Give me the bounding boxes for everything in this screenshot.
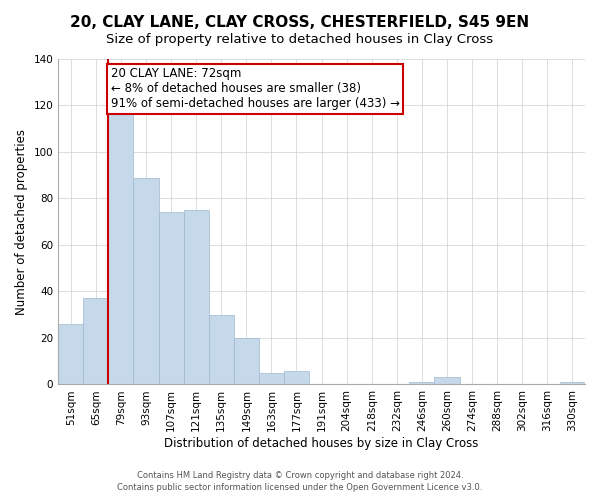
Bar bbox=[234, 338, 259, 384]
Bar bbox=[560, 382, 585, 384]
Text: Contains HM Land Registry data © Crown copyright and database right 2024.
Contai: Contains HM Land Registry data © Crown c… bbox=[118, 471, 482, 492]
Bar bbox=[58, 324, 83, 384]
Bar bbox=[133, 178, 158, 384]
Bar bbox=[259, 373, 284, 384]
X-axis label: Distribution of detached houses by size in Clay Cross: Distribution of detached houses by size … bbox=[164, 437, 479, 450]
Y-axis label: Number of detached properties: Number of detached properties bbox=[15, 128, 28, 314]
Bar bbox=[434, 378, 460, 384]
Text: Size of property relative to detached houses in Clay Cross: Size of property relative to detached ho… bbox=[106, 32, 494, 46]
Bar bbox=[209, 314, 234, 384]
Bar bbox=[83, 298, 109, 384]
Text: 20, CLAY LANE, CLAY CROSS, CHESTERFIELD, S45 9EN: 20, CLAY LANE, CLAY CROSS, CHESTERFIELD,… bbox=[70, 15, 530, 30]
Bar bbox=[284, 370, 309, 384]
Bar bbox=[109, 110, 133, 384]
Bar bbox=[184, 210, 209, 384]
Bar bbox=[158, 212, 184, 384]
Text: 20 CLAY LANE: 72sqm
← 8% of detached houses are smaller (38)
91% of semi-detache: 20 CLAY LANE: 72sqm ← 8% of detached hou… bbox=[111, 67, 400, 110]
Bar bbox=[409, 382, 434, 384]
